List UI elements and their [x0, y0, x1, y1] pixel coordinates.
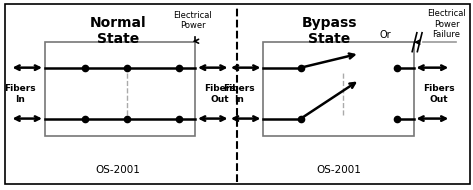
Text: Fibers
Out: Fibers Out [204, 84, 236, 104]
Text: Electrical
Power: Electrical Power [174, 11, 212, 30]
Text: Fibers
In: Fibers In [223, 84, 254, 104]
Text: Normal
State: Normal State [89, 16, 146, 46]
Text: Bypass
State: Bypass State [301, 16, 357, 46]
Text: Fibers
Out: Fibers Out [423, 84, 454, 104]
Text: OS-2001: OS-2001 [316, 165, 361, 175]
Bar [263, 42, 413, 136]
Text: Fibers
In: Fibers In [5, 84, 36, 104]
Text: Electrical
Power
Failure: Electrical Power Failure [427, 9, 466, 39]
Bar [45, 42, 195, 136]
Text: Or: Or [380, 30, 391, 40]
Text: OS-2001: OS-2001 [95, 165, 140, 175]
